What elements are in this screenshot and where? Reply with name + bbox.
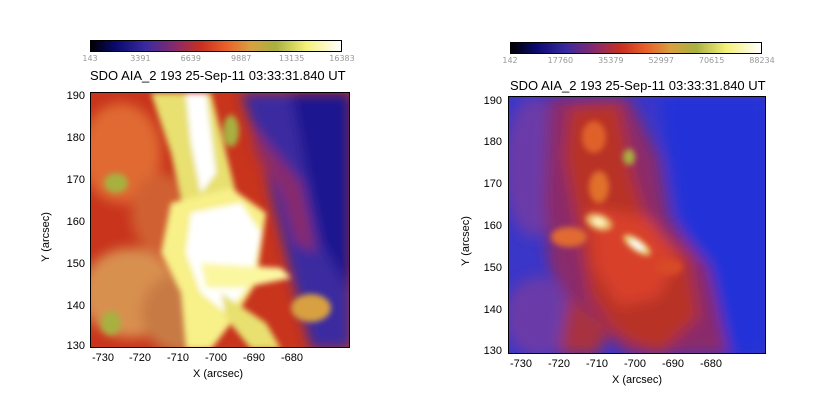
y-tick-label: 140 [483,304,502,316]
x-axis-label: X (arcsec) [611,374,663,386]
x-tick-label: -730 [509,358,533,370]
x-tick-label: -690 [661,358,685,370]
x-tick-label: -700 [204,352,228,364]
y-tick-label: 130 [66,340,85,352]
y-tick-label: 140 [66,300,85,312]
x-tick-label: -710 [166,352,190,364]
colorbar-tick: 52997 [648,56,674,65]
x-tick-label: -720 [128,352,152,364]
left-plot-title: SDO AIA_2 193 25-Sep-11 03:33:31.840 UT [90,68,346,83]
left-colorbar-ticks: 143 3391 6639 9887 13135 16383 [82,54,354,66]
right-solar-image [508,96,766,354]
colorbar-tick: 6639 [180,54,201,63]
y-tick-label: 160 [66,216,85,228]
y-tick-label: 190 [66,90,85,102]
left-solar-image-graphic [91,93,349,347]
y-tick-label: 150 [483,262,502,274]
y-tick-label: 130 [483,345,502,357]
y-tick-label: 160 [483,220,502,232]
colorbar-tick: 9887 [231,54,252,63]
colorbar-tick: 3391 [130,54,151,63]
right-plot-title: SDO AIA_2 193 25-Sep-11 03:33:31.840 UT [510,78,766,93]
x-tick-label: -710 [585,358,609,370]
x-tick-label: -730 [91,352,115,364]
left-solar-image [90,92,350,348]
y-tick-label: 180 [483,136,502,148]
x-tick-label: -680 [280,352,304,364]
x-tick-label: -680 [699,358,723,370]
colorbar-tick: 143 [82,54,98,63]
y-axis [90,92,91,348]
colorbar-tick: 88234 [749,56,775,65]
x-axis-label: X (arcsec) [192,368,244,380]
right-colorbar [510,42,762,54]
y-tick-label: 170 [66,174,85,186]
colorbar-tick: 142 [502,56,518,65]
right-colorbar-ticks: 142 17760 35379 52997 70615 88234 [502,56,774,68]
x-tick-label: -690 [242,352,266,364]
y-tick-label: 150 [66,258,85,270]
y-tick-label: 180 [66,132,85,144]
y-axis-label: Y (arcsec) [460,216,472,266]
x-tick-label: -700 [623,358,647,370]
colorbar-tick: 13135 [278,54,305,63]
colorbar-tick: 70615 [698,56,725,65]
colorbar-tick: 17760 [547,56,574,65]
y-tick-label: 190 [483,95,502,107]
right-solar-image-graphic [509,97,765,353]
colorbar-tick: 16383 [329,54,355,63]
colorbar-tick: 35379 [598,56,624,65]
left-colorbar [90,40,342,52]
y-tick-label: 170 [483,178,502,190]
x-tick-label: -720 [547,358,571,370]
